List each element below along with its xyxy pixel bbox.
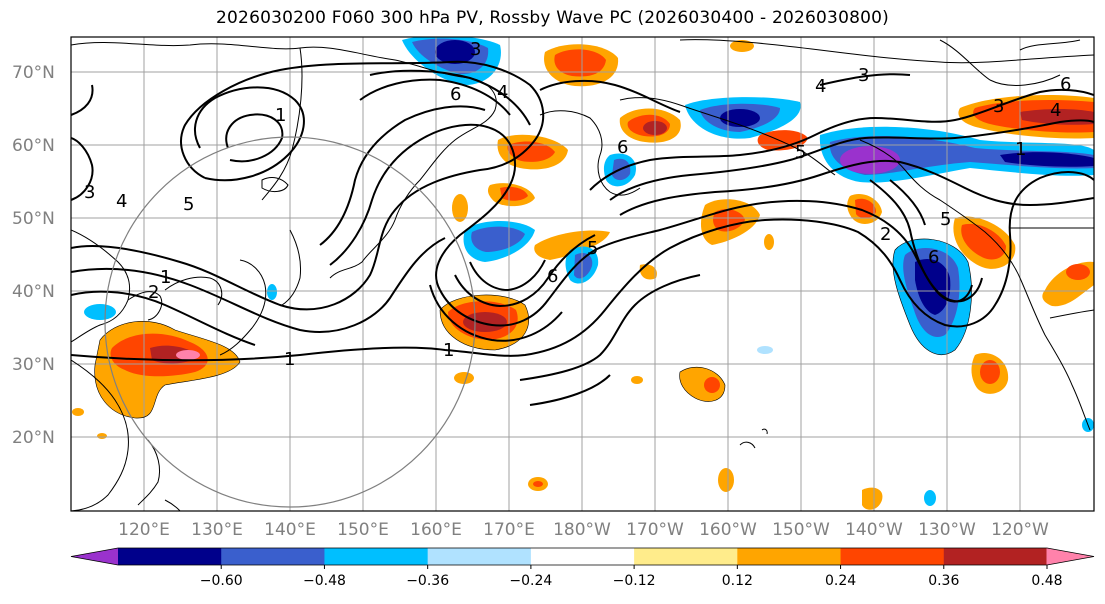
latitude-labels: 70°N 60°N 50°N 40°N 30°N 20°N: [12, 63, 55, 448]
lon-label: 160°E: [410, 520, 462, 540]
colorbar-tick-label: −0.12: [613, 573, 656, 589]
lat-label: 60°N: [12, 136, 55, 156]
contour-label: 4: [116, 191, 127, 212]
colorbar-swatch: [221, 548, 326, 565]
contour-label: 4: [1050, 100, 1061, 121]
colorbar-swatch: [118, 548, 222, 565]
contour-label-group: 1 1 1 1 2 3 4 5 6 6 3 4 6 4 3 5 5 6 1 3 …: [84, 39, 1071, 370]
colorbar: −0.60 −0.48 −0.36 −0.24 −0.12 0.12 0.24 0.36 0.4…: [70, 547, 1095, 589]
colorbar-swatch: [737, 548, 842, 565]
lon-label: 150°W: [772, 520, 830, 540]
lon-label: 160°W: [699, 520, 757, 540]
map-title: 2026030200 F060 300 hPa PV, Rossby Wave …: [216, 8, 889, 28]
contour-label: 5: [795, 142, 806, 163]
colorbar-swatch: [634, 548, 738, 565]
lat-label: 40°N: [12, 282, 55, 302]
contour-label: 3: [858, 65, 869, 86]
lon-label: 180°W: [553, 520, 611, 540]
lon-label: 130°E: [191, 520, 243, 540]
colorbar-swatch: [427, 548, 532, 565]
contour-label: 3: [470, 39, 481, 60]
lon-label: 170°E: [483, 520, 535, 540]
colorbar-tick-label: 0.36: [928, 573, 959, 589]
contour-label: 5: [587, 238, 598, 259]
map-border: [70, 36, 1095, 512]
contour-label: 3: [84, 182, 95, 203]
contour-label: 3: [993, 96, 1004, 117]
colorbar-tick-label: 0.24: [825, 573, 856, 589]
colorbar-swatch: [943, 548, 1048, 565]
lon-label: 150°E: [337, 520, 389, 540]
contour-label: 5: [183, 194, 194, 215]
lat-label: 70°N: [12, 63, 55, 83]
colorbar-tick-label: 0.12: [722, 573, 753, 589]
colorbar-swatch: [324, 548, 429, 565]
longitude-labels: 120°E 130°E 140°E 150°E 160°E 170°E 180°…: [118, 520, 1049, 540]
contour-label: 2: [880, 224, 891, 245]
contour-label: 1: [275, 105, 286, 126]
colorbar-extend-low: [71, 548, 119, 565]
colorbar-swatch: [530, 548, 635, 565]
anomaly-outlines: [94, 238, 972, 419]
contour-label: 6: [617, 137, 628, 158]
contour-label: 4: [815, 76, 826, 97]
contour-label: 4: [497, 82, 508, 103]
lat-label: 30°N: [12, 355, 55, 375]
contour-label: 1: [284, 349, 295, 370]
lon-label: 120°W: [991, 520, 1049, 540]
lat-label: 20°N: [12, 428, 55, 448]
lon-label: 120°E: [118, 520, 170, 540]
colorbar-tick-label: −0.48: [303, 573, 346, 589]
contour-label: 1: [160, 267, 171, 288]
contour-label: 1: [1015, 139, 1026, 160]
lon-label: 140°W: [845, 520, 903, 540]
coastlines: [71, 39, 1094, 511]
rossby-wave-circle: [104, 136, 476, 508]
colorbar-extend-high: [1046, 548, 1094, 565]
colorbar-tick-label: −0.60: [200, 573, 243, 589]
graticule: [71, 37, 1094, 511]
contour-label: 2: [148, 282, 159, 303]
lat-label: 50°N: [12, 209, 55, 229]
contour-label: 6: [928, 247, 939, 268]
lon-label: 140°E: [264, 520, 316, 540]
contour-label: 5: [940, 209, 951, 230]
colorbar-tick-label: 0.48: [1031, 573, 1062, 589]
pv-contours: [71, 60, 1094, 406]
colorbar-swatch: [840, 548, 945, 565]
contour-label: 6: [450, 84, 461, 105]
lon-label: 130°W: [918, 520, 976, 540]
contour-label: 6: [547, 266, 558, 287]
contour-label: 1: [443, 340, 454, 361]
colorbar-tick-label: −0.24: [509, 573, 552, 589]
lon-label: 170°W: [626, 520, 684, 540]
colorbar-outline: [70, 547, 1095, 566]
colorbar-tick-label: −0.36: [406, 573, 449, 589]
contour-label: 6: [1060, 74, 1071, 95]
